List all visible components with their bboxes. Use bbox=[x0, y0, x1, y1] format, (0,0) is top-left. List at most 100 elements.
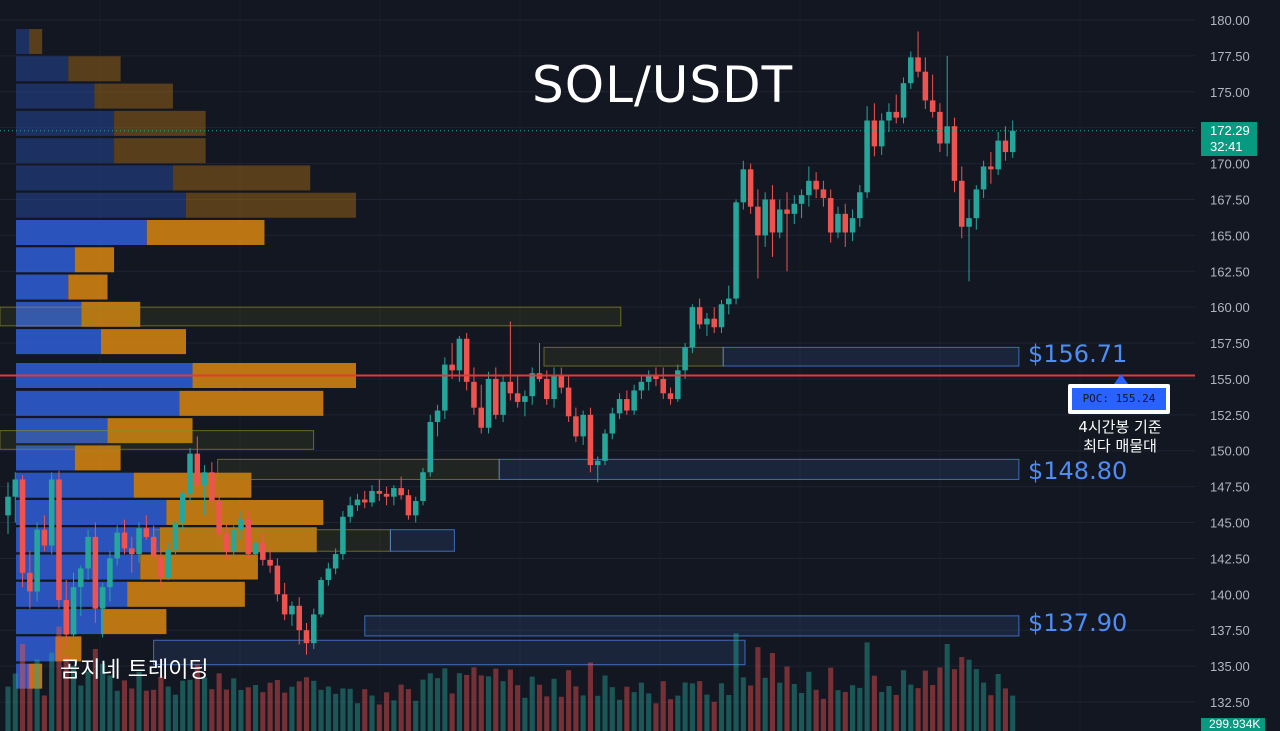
volume-bar bbox=[900, 670, 907, 731]
candle-body bbox=[179, 493, 186, 523]
volume-profile-buy-bar bbox=[16, 499, 167, 525]
candle-body bbox=[92, 536, 99, 609]
volume-bar bbox=[194, 664, 200, 731]
volume-bar bbox=[413, 700, 419, 731]
candle-body bbox=[412, 500, 419, 516]
candle-body bbox=[405, 495, 412, 516]
candle-body bbox=[260, 542, 266, 560]
volume-bar bbox=[515, 685, 521, 731]
volume-bar bbox=[988, 695, 994, 731]
volume-bar bbox=[70, 665, 77, 731]
candle-body bbox=[478, 407, 485, 428]
volume-bar bbox=[442, 668, 448, 731]
y-tick-label: 135.00 bbox=[1210, 659, 1250, 674]
volume-bar bbox=[180, 680, 186, 731]
volume-bar bbox=[580, 695, 586, 731]
volume-profile-sell-bar bbox=[29, 663, 43, 689]
volume-bar bbox=[529, 676, 535, 731]
volume-profile-sell-bar bbox=[94, 83, 173, 109]
volume-bar bbox=[667, 699, 674, 731]
candle-body bbox=[740, 169, 747, 203]
support-resistance-zone bbox=[0, 306, 622, 327]
volume-bar bbox=[726, 695, 732, 731]
volume-bar bbox=[398, 684, 404, 731]
candle-body bbox=[820, 189, 827, 199]
candle-body bbox=[78, 568, 84, 588]
volume-bar bbox=[791, 684, 797, 731]
volume-bar bbox=[289, 686, 295, 731]
volume-bar bbox=[558, 696, 564, 731]
candle-body bbox=[129, 548, 135, 555]
support-resistance-zone bbox=[722, 346, 1020, 367]
volume-bar bbox=[267, 682, 273, 731]
candle-body bbox=[762, 199, 768, 236]
volume-bar bbox=[922, 670, 928, 731]
candle-body bbox=[136, 528, 142, 555]
volume-bar bbox=[252, 685, 259, 731]
volume-bar bbox=[5, 686, 11, 731]
y-tick-label: 167.50 bbox=[1210, 192, 1250, 207]
volume-bar bbox=[245, 687, 251, 731]
volume-profile-sell-bar bbox=[101, 609, 167, 635]
candle-body bbox=[238, 519, 244, 530]
candle-body bbox=[551, 376, 557, 400]
poc-badge[interactable]: POC: 155.24 bbox=[1068, 384, 1170, 414]
volume-profile-sell-bar bbox=[186, 192, 356, 218]
candle-body bbox=[347, 505, 353, 517]
y-tick-label: 132.50 bbox=[1210, 695, 1250, 710]
candle-body bbox=[594, 460, 601, 466]
y-tick-label: 160.00 bbox=[1210, 300, 1250, 315]
volume-bar bbox=[449, 693, 455, 731]
volume-bar bbox=[12, 673, 18, 731]
support-resistance-zone bbox=[543, 346, 724, 367]
volume-bar bbox=[121, 680, 128, 731]
volume-bar bbox=[231, 678, 237, 731]
volume-bar bbox=[100, 663, 106, 731]
candle-body bbox=[434, 410, 441, 423]
volume-bar bbox=[27, 664, 33, 731]
candle-body bbox=[150, 536, 157, 557]
volume-bar bbox=[85, 671, 91, 731]
volume-profile-buy-bar bbox=[16, 138, 115, 164]
level-label-156: $156.71 bbox=[1028, 340, 1128, 368]
candle-body bbox=[172, 522, 179, 550]
volume-bar bbox=[172, 694, 179, 731]
candle-body bbox=[718, 304, 725, 328]
y-tick-label: 170.00 bbox=[1210, 157, 1250, 172]
poc-arrow-icon bbox=[1114, 374, 1128, 384]
candle-body bbox=[369, 490, 375, 503]
volume-profile-buy-bar bbox=[16, 110, 115, 136]
volume-bar bbox=[959, 657, 965, 731]
candle-body bbox=[857, 192, 863, 219]
y-tick-label: 165.00 bbox=[1210, 228, 1250, 243]
candle-body bbox=[267, 559, 273, 566]
volume-bar bbox=[129, 688, 135, 731]
volume-bar bbox=[871, 675, 877, 731]
candle-body bbox=[798, 195, 805, 204]
candle-body bbox=[427, 422, 434, 473]
volume-bar bbox=[544, 696, 550, 731]
volume-bar bbox=[740, 677, 746, 731]
volume-bar bbox=[930, 685, 936, 731]
candle-body bbox=[361, 499, 368, 503]
volume-bar bbox=[617, 699, 623, 731]
candle-body bbox=[27, 572, 33, 592]
volume-bar bbox=[209, 689, 215, 731]
volume-profile-buy-bar bbox=[16, 301, 82, 327]
support-resistance-zone bbox=[364, 615, 1020, 637]
candle-body bbox=[565, 387, 572, 417]
volume-bar bbox=[333, 693, 339, 731]
candle-body bbox=[660, 378, 667, 394]
volume-bar bbox=[56, 626, 62, 731]
candle-body bbox=[114, 532, 120, 559]
last-price-value: 172.29 bbox=[1210, 123, 1250, 138]
candle-body bbox=[442, 364, 448, 411]
candle-body bbox=[827, 198, 834, 233]
level-label-148: $148.80 bbox=[1028, 457, 1128, 485]
volume-profile-buy-bar bbox=[16, 219, 147, 245]
volume-profile-sell-bar bbox=[68, 274, 108, 300]
candle-body bbox=[747, 169, 754, 207]
volume-bar bbox=[675, 695, 681, 731]
candle-body bbox=[529, 373, 535, 397]
